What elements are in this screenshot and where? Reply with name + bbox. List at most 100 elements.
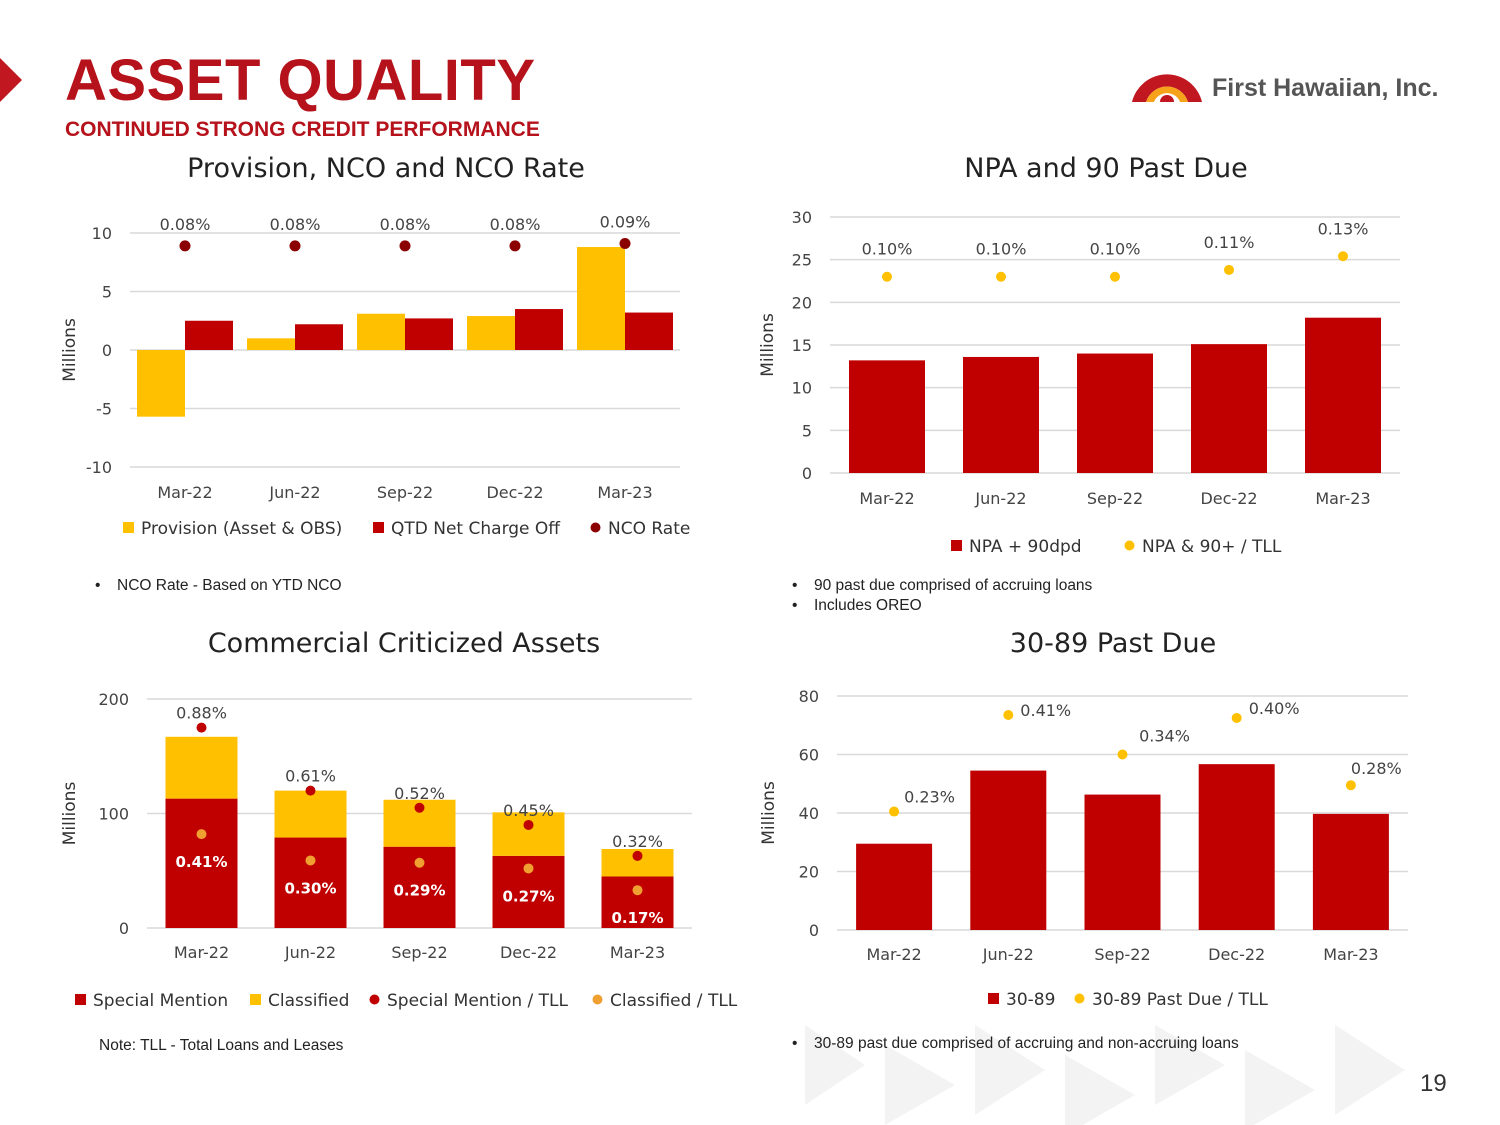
legend-swatch <box>590 522 601 533</box>
note-line: • 30-89 past due comprised of accruing an… <box>792 1035 1239 1052</box>
note-line: • 90 past due comprised of accruing loans <box>792 577 1093 594</box>
provision-chart: Provision, NCO and NCO Rate Millions -10 -5… <box>55 140 715 560</box>
rate-label: 0.10% <box>976 240 1027 259</box>
rate-dot <box>882 271 892 282</box>
x-tick-label: Mar-23 <box>1315 489 1370 508</box>
bar-provision-asset-obs- <box>577 247 625 350</box>
bar <box>963 356 1039 473</box>
x-tick-label: Jun-22 <box>974 489 1026 508</box>
bar <box>970 770 1047 930</box>
bar-provision-asset-obs- <box>137 350 185 417</box>
legend-swatch <box>75 994 86 1005</box>
bar <box>856 843 933 930</box>
rate-label: 0.88% <box>176 704 227 723</box>
bar-provision-asset-obs- <box>467 316 515 350</box>
y-axis-label: Millions <box>758 313 778 377</box>
page-title: ASSET QUALITY <box>65 48 536 113</box>
bar-qtd-net-charge-off <box>295 324 343 350</box>
legend-label: Provision (Asset & OBS) <box>141 519 342 539</box>
x-tick-label: Jun-22 <box>268 483 320 502</box>
rate-label: 0.34% <box>1139 727 1190 746</box>
x-tick-label: Mar-23 <box>610 943 665 962</box>
rate-label: 0.45% <box>503 801 554 820</box>
x-tick-label: Dec-22 <box>486 483 543 502</box>
criticized-note: Note: TLL - Total Loans and Leases <box>99 1037 344 1054</box>
bar-qtd-net-charge-off <box>185 320 233 350</box>
x-tick-label: Jun-22 <box>982 945 1034 964</box>
npa-note: • 90 past due comprised of accruing loans… <box>792 576 1092 616</box>
x-tick-label: Dec-22 <box>500 943 557 962</box>
rate-label-2: 0.27% <box>502 887 554 905</box>
bar-special-mention <box>274 837 347 928</box>
chart-title: NPA and 90 Past Due <box>964 153 1248 184</box>
legend-label: Special Mention / TLL <box>387 991 569 1011</box>
rate-label-2: 0.17% <box>611 909 663 927</box>
bar-classified <box>492 812 565 856</box>
provision-note: • NCO Rate - Based on YTD NCO <box>95 576 342 596</box>
rate-dot-2 <box>305 855 316 866</box>
y-tick-label: 0 <box>809 921 819 940</box>
x-tick-label: Dec-22 <box>1208 945 1265 964</box>
criticized-chart: Commercial Criticized Assets Millions 0 100… <box>55 615 755 1025</box>
y-tick-label: 30 <box>792 208 812 227</box>
note-line: • NCO Rate - Based on YTD NCO <box>95 577 342 594</box>
bar-special-mention <box>601 876 674 928</box>
rate-label-2: 0.29% <box>393 882 445 900</box>
rate-dot <box>996 271 1006 282</box>
legend-swatch <box>373 522 384 533</box>
y-tick-label: 0 <box>119 919 129 938</box>
npa-chart: NPA and 90 Past Due Millions 0 5 10 15 20 25 30 M… <box>750 140 1450 570</box>
legend-label: NPA & 90+ / TLL <box>1142 537 1282 557</box>
x-tick-label: Mar-23 <box>1323 945 1378 964</box>
legend-label: Classified / TLL <box>610 991 738 1011</box>
page-number: 19 <box>1420 1070 1447 1097</box>
rate-label: 0.28% <box>1351 759 1402 778</box>
legend-label: 30-89 Past Due / TLL <box>1092 990 1268 1010</box>
y-tick-label: 5 <box>102 283 112 302</box>
bar <box>1077 353 1153 473</box>
rate-label: 0.10% <box>1090 240 1141 259</box>
y-tick-label: 20 <box>792 293 812 312</box>
rate-label: 0.32% <box>612 832 663 851</box>
legend-swatch <box>250 994 261 1005</box>
x-tick-label: Mar-23 <box>597 483 652 502</box>
rate-dot <box>1117 749 1128 760</box>
legend-label: Special Mention <box>93 991 228 1011</box>
rate-label: 0.23% <box>904 788 955 807</box>
rate-label: 0.40% <box>1249 699 1300 718</box>
rate-dot <box>509 240 521 252</box>
rate-label: 0.11% <box>1204 233 1255 252</box>
page-subtitle: CONTINUED STRONG CREDIT PERFORMANCE <box>65 118 540 138</box>
bar-qtd-net-charge-off <box>405 318 453 350</box>
rate-label: 0.09% <box>600 213 651 232</box>
y-axis-label: Millions <box>60 782 80 846</box>
legend-label: Classified <box>268 991 349 1011</box>
bar <box>1191 344 1267 473</box>
rate-dot <box>1231 712 1242 723</box>
x-tick-label: Mar-22 <box>157 483 212 502</box>
y-tick-label: -5 <box>96 400 112 419</box>
bar-provision-asset-obs- <box>247 338 295 350</box>
y-tick-label: -10 <box>86 458 112 477</box>
y-tick-label: 25 <box>792 251 812 270</box>
bar-qtd-net-charge-off <box>515 309 563 350</box>
y-tick-label: 40 <box>799 804 819 823</box>
rate-dot-2 <box>414 857 425 868</box>
legend-swatch <box>592 994 603 1005</box>
y-tick-label: 200 <box>98 690 129 709</box>
rate-label: 0.41% <box>1020 701 1071 720</box>
pastdue-chart: 30-89 Past Due Millions 0 20 40 60 80 Mar-22 0.2… <box>750 615 1450 1025</box>
pastdue-note: • 30-89 past due comprised of accruing an… <box>792 1034 1239 1054</box>
x-tick-label: Sep-22 <box>1087 489 1143 508</box>
rate-label-2: 0.41% <box>175 853 227 871</box>
y-tick-label: 0 <box>102 341 112 360</box>
rate-dot <box>289 240 301 252</box>
rate-dot <box>1110 271 1120 282</box>
bar-provision-asset-obs- <box>357 313 405 350</box>
chart-title: Commercial Criticized Assets <box>208 628 600 659</box>
bar-special-mention <box>165 798 238 928</box>
rate-label: 0.13% <box>1318 219 1369 238</box>
rate-label: 0.08% <box>270 215 321 234</box>
legend-label: NCO Rate <box>608 519 690 539</box>
legend-swatch <box>123 522 134 533</box>
